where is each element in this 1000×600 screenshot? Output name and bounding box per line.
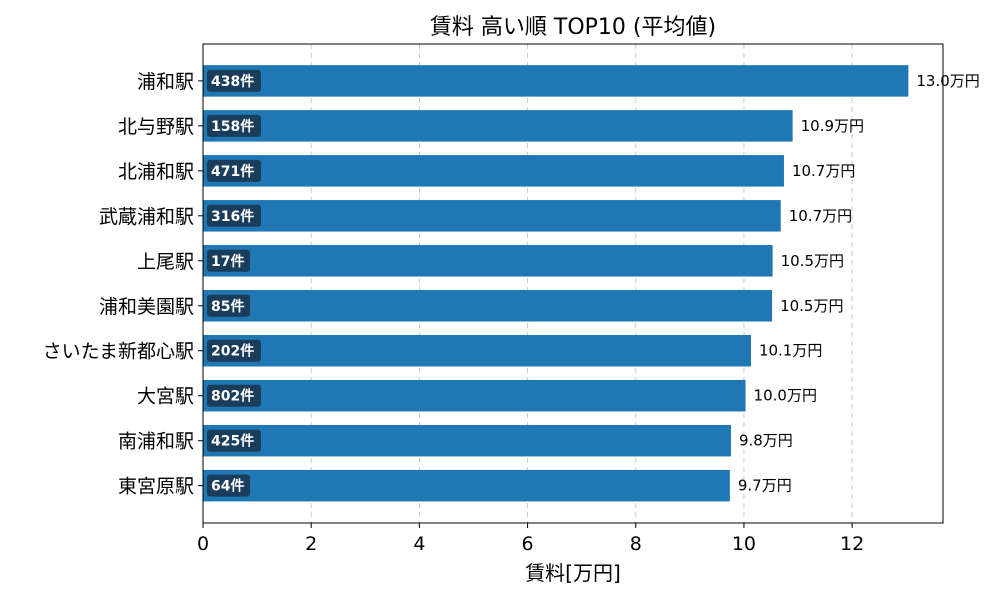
y-tick-label: 浦和駅 (137, 71, 194, 93)
x-tick-label: 2 (305, 533, 317, 555)
x-tick-label: 6 (522, 533, 534, 555)
y-tick-label: さいたま新都心駅 (43, 341, 194, 363)
count-badge (207, 159, 261, 182)
bar (203, 155, 784, 187)
count-label: 64件 (211, 478, 244, 495)
y-axis-ticks: 浦和駅北与野駅北浦和駅武蔵浦和駅上尾駅浦和美園駅さいたま新都心駅大宮駅南浦和駅東… (43, 71, 203, 498)
y-tick-label: 南浦和駅 (118, 431, 194, 453)
bar (203, 110, 793, 142)
x-tick-label: 10 (732, 533, 756, 555)
plot-frame (202, 43, 944, 524)
bar-value-label: 9.7万円 (738, 477, 792, 495)
bar (203, 290, 773, 322)
count-label: 202件 (211, 343, 254, 360)
bar-value-label: 10.0万円 (754, 387, 817, 405)
y-tick-label: 武蔵浦和駅 (99, 206, 194, 228)
bar (203, 379, 746, 412)
bar-value-label: 10.9万円 (801, 117, 864, 135)
count-badge (207, 114, 261, 137)
count-badge (207, 294, 250, 317)
count-label: 438件 (211, 73, 254, 90)
bar (203, 424, 731, 457)
bar (203, 65, 909, 97)
x-tick-label: 8 (630, 533, 642, 555)
count-badge (207, 474, 250, 497)
count-badge (207, 384, 261, 407)
bar-value-label: 9.8万円 (739, 432, 793, 450)
count-label: 471件 (211, 163, 254, 180)
count-badge (207, 69, 261, 92)
bar-value-label: 10.1万円 (759, 342, 822, 360)
count-badge (207, 249, 250, 272)
y-tick-label: 北与野駅 (118, 116, 194, 138)
x-tick-label: 4 (413, 533, 425, 555)
count-label: 85件 (211, 298, 244, 315)
bar-value-label: 10.7万円 (789, 207, 852, 225)
count-label: 802件 (211, 388, 254, 405)
chart-title: 賃料 高い順 TOP10 (平均値) (430, 15, 716, 40)
x-tick-label: 12 (840, 533, 864, 555)
bar (203, 245, 773, 277)
y-tick-label: 東宮原駅 (118, 476, 194, 498)
count-badge (207, 429, 261, 452)
bar-value-label: 13.0万円 (916, 72, 979, 90)
bar-value-label: 10.5万円 (781, 252, 844, 270)
count-label: 158件 (211, 118, 254, 135)
bar (203, 469, 730, 502)
count-badge (207, 339, 261, 362)
y-tick-label: 浦和美園駅 (99, 296, 194, 318)
x-tick-label: 0 (197, 533, 209, 555)
x-axis-label: 賃料[万円] (525, 561, 621, 585)
x-axis-ticks: 0 2 4 6 8 10 12 (197, 523, 864, 555)
bars-layer: 13.0万円 438件 10.9万円 158件 10.7万円 471件 10.7万円 316件… (203, 65, 980, 502)
bar-value-label: 10.5万円 (780, 297, 843, 315)
count-label: 425件 (211, 433, 254, 450)
bar (203, 334, 751, 367)
y-tick-label: 大宮駅 (137, 386, 194, 408)
y-tick-label: 北浦和駅 (118, 161, 194, 183)
count-label: 17件 (211, 253, 244, 270)
bar-value-label: 10.7万円 (792, 162, 855, 180)
y-tick-label: 上尾駅 (137, 251, 194, 273)
count-label: 316件 (211, 208, 254, 225)
bar (203, 200, 781, 232)
count-badge (207, 204, 261, 227)
